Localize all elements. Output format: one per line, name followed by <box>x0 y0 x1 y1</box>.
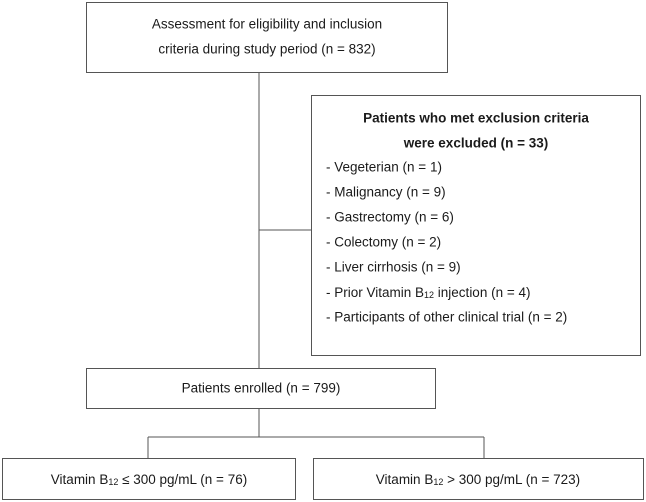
exclusion-item: - Vegeterian (n = 1) <box>326 160 442 175</box>
exclusion-title: Patients who met exclusion criteria <box>363 111 589 126</box>
assessment-text: Assessment for eligibility and inclusion <box>152 17 382 32</box>
group-text: Vitamin B12 > 300 pg/mL (n = 723) <box>376 472 580 488</box>
exclusion-item: - Prior Vitamin B12 injection (n = 4) <box>326 285 530 301</box>
exclusion-box <box>311 95 641 356</box>
group-box <box>2 458 296 500</box>
text-part: ≤ 300 pg/mL (n = 76) <box>118 472 247 487</box>
exclusion-item: - Participants of other clinical trial (… <box>326 310 567 325</box>
subscript: 12 <box>108 477 118 487</box>
group-text: Vitamin B12 ≤ 300 pg/mL (n = 76) <box>51 472 247 488</box>
exclusion-item: - Gastrectomy (n = 6) <box>326 210 454 225</box>
subscript: 12 <box>424 290 434 300</box>
enrolled-box <box>86 368 436 409</box>
exclusion-item: - Malignancy (n = 9) <box>326 185 446 200</box>
text-part: Vitamin B <box>51 472 109 487</box>
enrolled-text: Patients enrolled (n = 799) <box>182 381 341 396</box>
text-part: injection (n = 4) <box>434 285 530 300</box>
assessment-box <box>86 2 448 73</box>
text-part: > 300 pg/mL (n = 723) <box>443 472 580 487</box>
group-box <box>313 458 644 500</box>
assessment-text: criteria during study period (n = 832) <box>158 42 375 57</box>
exclusion-title: were excluded (n = 33) <box>403 136 548 151</box>
text-part: - Prior Vitamin B <box>326 285 424 300</box>
exclusion-item: - Liver cirrhosis (n = 9) <box>326 260 461 275</box>
exclusion-item: - Colectomy (n = 2) <box>326 235 441 250</box>
text-part: Vitamin B <box>376 472 434 487</box>
subscript: 12 <box>433 477 443 487</box>
